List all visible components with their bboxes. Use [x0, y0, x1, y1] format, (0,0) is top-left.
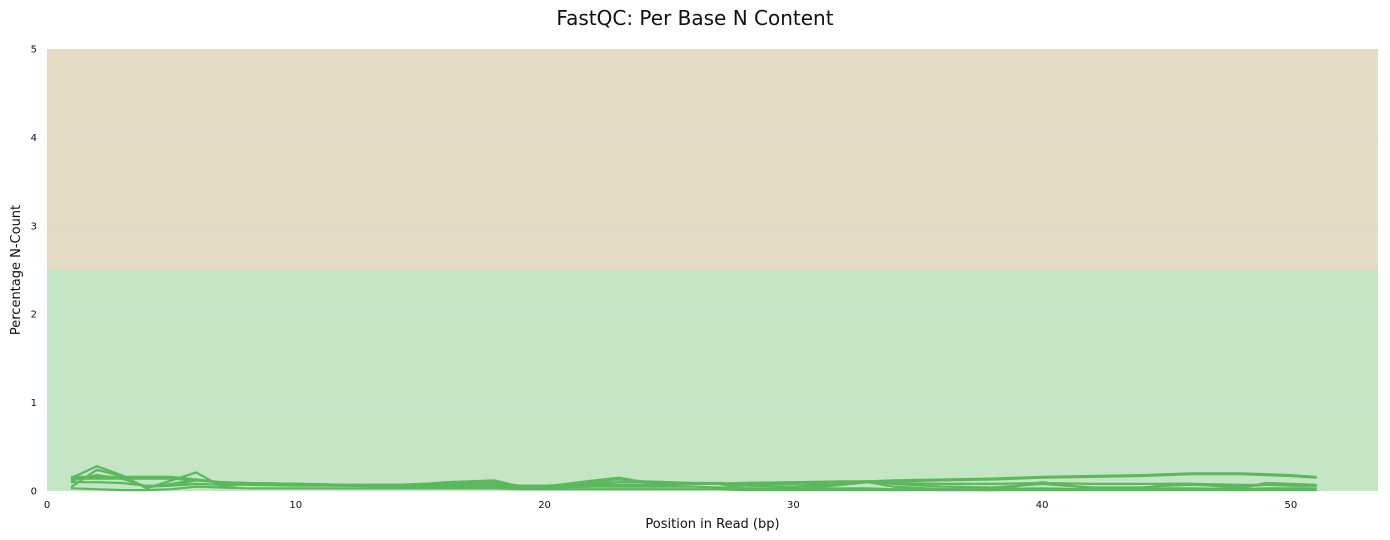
y-axis-label: Percentage N-Count [9, 205, 24, 335]
grid-layer [47, 136, 1378, 404]
band-layer [47, 49, 1378, 491]
y-tick-label-3: 3 [31, 221, 37, 232]
y-tick-label-2: 2 [31, 310, 37, 321]
chart-title: FastQC: Per Base N Content [556, 6, 834, 30]
y-tick-label-5: 5 [31, 45, 37, 56]
y-tick-label-4: 4 [31, 133, 37, 144]
x-tick-label-0: 0 [44, 500, 50, 511]
x-tick-label-5: 50 [1285, 500, 1298, 511]
x-tick-label-4: 40 [1036, 500, 1049, 511]
x-axis-label: Position in Read (bp) [645, 517, 779, 532]
series-line-6 [70, 485, 1317, 492]
series-layer [70, 465, 1317, 492]
series-line-4 [70, 473, 1317, 487]
x-tick-label-2: 20 [538, 500, 551, 511]
y-tick-label-0: 0 [31, 487, 37, 498]
x-tick-label-1: 10 [289, 500, 302, 511]
y-tick-label-1: 1 [31, 398, 37, 409]
band-0 [47, 270, 1378, 491]
tick-layer: 0 10 20 30 40 50 0 1 2 3 4 5 [31, 45, 1298, 512]
band-1 [47, 49, 1378, 270]
x-tick-label-3: 30 [787, 500, 800, 511]
